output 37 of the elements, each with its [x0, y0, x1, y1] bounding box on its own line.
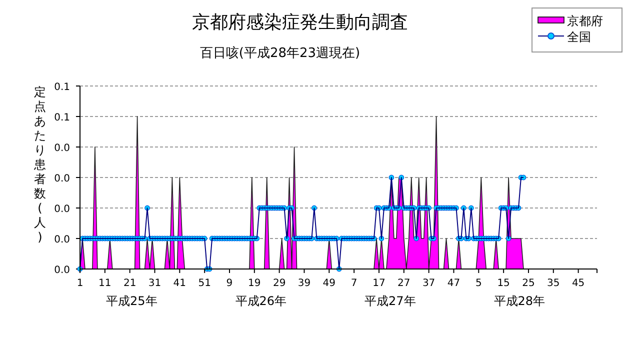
text: 平成26年: [235, 294, 287, 308]
x-tick-label: 31: [148, 278, 162, 289]
text: 平成25年: [106, 294, 158, 308]
x-tick-label: 37: [422, 278, 436, 289]
text: 平成28年: [494, 294, 546, 308]
x-tick-label: 11: [98, 278, 112, 289]
chart-subtitle: 百日咳(平成28年23週現在): [200, 46, 360, 61]
chart-title: 京都府感染症発生動向調査: [192, 12, 408, 33]
x-tick-label: 29: [272, 278, 286, 289]
x-tick-label: 19: [248, 278, 261, 289]
legend-label: 京都府: [567, 14, 603, 28]
x-tick-label: 49: [322, 278, 336, 289]
x-tick-label: 5: [475, 278, 482, 289]
legend-label: 全国: [567, 30, 591, 44]
text: 定点あたり患者数(人): [34, 85, 46, 244]
y-tick-label: 0.1: [54, 112, 70, 124]
x-tick-label: 39: [298, 278, 311, 289]
y-tick-label: 0.1: [54, 82, 70, 93]
y-tick-label: 0.0: [54, 143, 70, 154]
x-tick-label: 45: [572, 278, 585, 289]
x-tick-label: 7: [350, 278, 358, 289]
y-tick-label: 0.0: [54, 265, 70, 276]
x-tick-label: 41: [173, 278, 186, 289]
x-tick-label: 15: [497, 278, 510, 289]
x-tick-label: 9: [226, 278, 233, 289]
x-tick-label: 35: [547, 278, 560, 289]
text: 平成27年: [364, 294, 416, 308]
x-tick-label: 47: [447, 278, 460, 289]
x-tick-label: 27: [398, 278, 410, 289]
x-tick-label: 25: [522, 278, 535, 289]
y-tick-label: 0.0: [54, 234, 70, 246]
x-tick-label: 51: [198, 278, 211, 289]
x-tick-label: 1: [76, 278, 84, 289]
x-tick-label: 21: [123, 278, 136, 289]
y-tick-label: 0.0: [54, 174, 70, 184]
x-tick-label: 17: [372, 278, 386, 289]
y-tick-label: 0.0: [54, 204, 70, 215]
